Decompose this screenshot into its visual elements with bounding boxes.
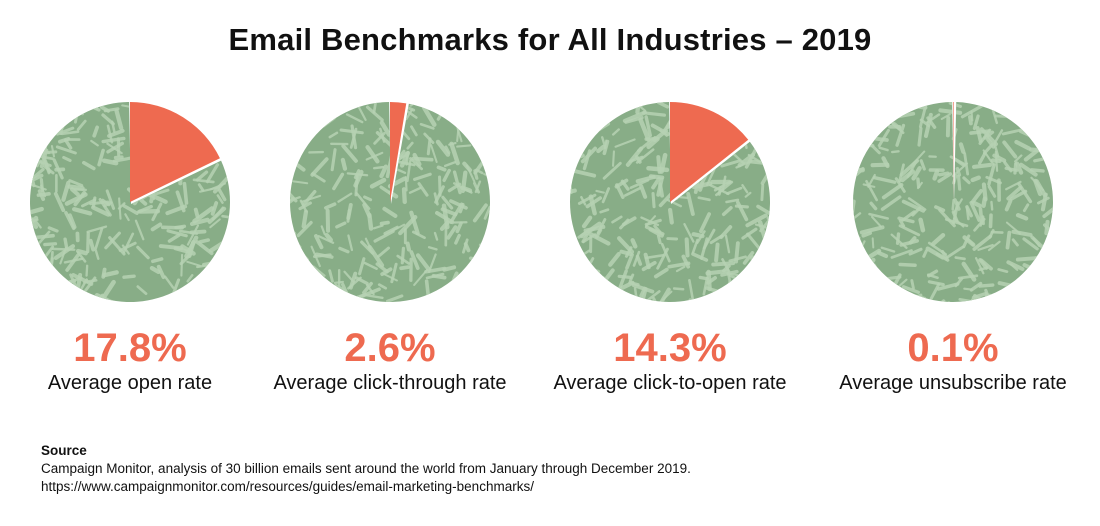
source-text: Campaign Monitor, analysis of 30 billion…: [41, 461, 691, 476]
chart-title: Email Benchmarks for All Industries – 20…: [228, 22, 872, 57]
metric-label: Average click-through rate: [273, 372, 507, 394]
pie-chart-click-through-rate: 2.6% Average click-through rate: [260, 100, 520, 400]
pie-svg-open-rate: [29, 102, 230, 302]
value-label: 17.8%: [73, 326, 187, 370]
pie-chart-open-rate: 17.8% Average open rate: [0, 100, 260, 400]
pie-slice-remainder: [29, 102, 230, 302]
metric-label: Average unsubscribe rate: [839, 372, 1067, 394]
value-label: 2.6%: [344, 326, 436, 370]
pie-slice-remainder: [853, 102, 1054, 302]
pie-chart-click-to-open-rate: 14.3% Average click-to-open rate: [540, 100, 800, 400]
pie-svg-click-to-open-rate: [570, 102, 770, 303]
pie-slice-value: [390, 102, 407, 202]
value-label: 0.1%: [907, 326, 999, 370]
pie-svg-click-through-rate: [290, 102, 491, 302]
pie-svg-unsubscribe-rate: [853, 102, 1054, 302]
source-url: https://www.campaignmonitor.com/resource…: [41, 479, 534, 494]
value-label: 14.3%: [613, 326, 727, 370]
metric-label: Average click-to-open rate: [553, 372, 787, 394]
metric-label: Average open rate: [47, 372, 213, 394]
pie-chart-unsubscribe-rate: 0.1% Average unsubscribe rate: [823, 100, 1083, 400]
pie-slice-value: [670, 102, 749, 202]
source-note: Source Campaign Monitor, analysis of 30 …: [41, 442, 1041, 496]
source-heading: Source: [41, 443, 87, 458]
pie-slice-value: [130, 102, 220, 202]
